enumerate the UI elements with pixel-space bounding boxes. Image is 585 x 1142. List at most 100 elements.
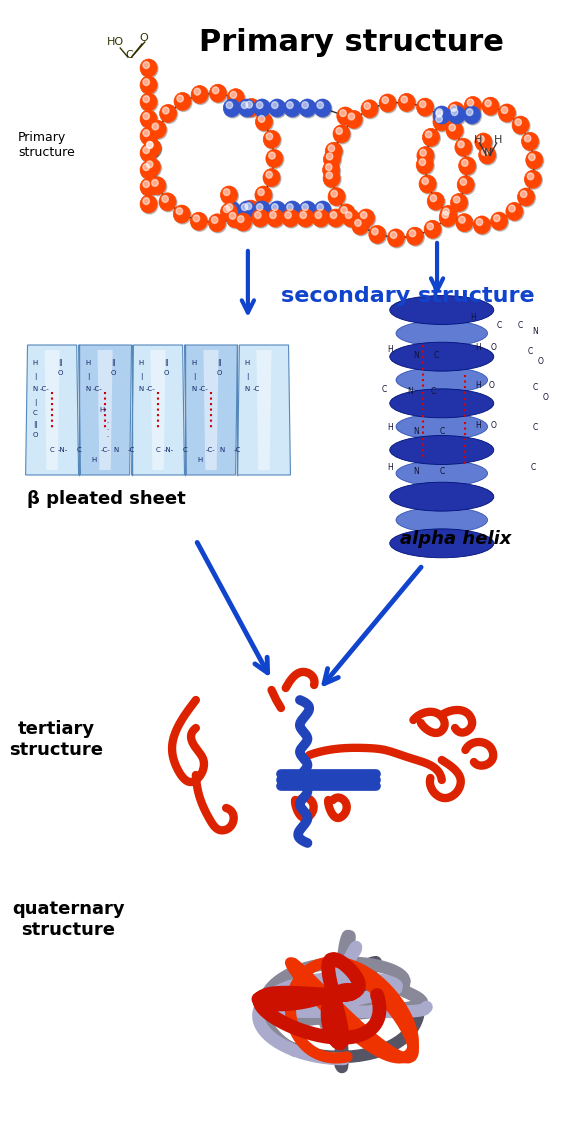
Circle shape: [140, 127, 157, 145]
Circle shape: [427, 223, 433, 230]
Circle shape: [518, 188, 535, 207]
Circle shape: [463, 106, 480, 124]
Circle shape: [243, 98, 260, 116]
Circle shape: [264, 170, 281, 187]
Circle shape: [430, 195, 436, 202]
Circle shape: [141, 162, 158, 180]
Text: ‖: ‖: [33, 421, 37, 428]
Circle shape: [450, 105, 457, 112]
Text: alpha helix: alpha helix: [400, 530, 512, 548]
Text: O: O: [543, 394, 549, 402]
Circle shape: [227, 89, 245, 106]
Circle shape: [456, 139, 473, 158]
Circle shape: [263, 130, 280, 148]
Circle shape: [317, 203, 324, 210]
Circle shape: [230, 91, 236, 98]
Circle shape: [434, 114, 451, 131]
Circle shape: [141, 61, 158, 78]
Circle shape: [441, 207, 458, 224]
Text: H: H: [245, 360, 250, 365]
Circle shape: [140, 93, 157, 111]
Circle shape: [322, 161, 340, 179]
Circle shape: [211, 217, 218, 224]
Circle shape: [239, 99, 256, 116]
Text: C: C: [528, 347, 533, 356]
Circle shape: [270, 202, 287, 220]
Circle shape: [141, 145, 158, 163]
Circle shape: [452, 194, 469, 212]
Text: quaternary
structure: quaternary structure: [12, 900, 125, 939]
Circle shape: [144, 139, 161, 156]
Circle shape: [256, 114, 273, 131]
Circle shape: [268, 210, 285, 228]
Circle shape: [475, 132, 492, 151]
Circle shape: [254, 100, 271, 118]
Circle shape: [417, 98, 433, 116]
Text: -C-: -C-: [206, 447, 216, 453]
Circle shape: [243, 201, 260, 219]
Text: H: H: [100, 407, 105, 413]
Circle shape: [346, 112, 363, 129]
Ellipse shape: [390, 435, 494, 465]
Circle shape: [285, 100, 302, 118]
Text: O: O: [111, 370, 116, 376]
Circle shape: [398, 94, 415, 112]
Text: H: H: [139, 360, 144, 365]
Circle shape: [163, 107, 169, 114]
Circle shape: [440, 210, 457, 227]
Circle shape: [140, 77, 157, 94]
Text: H: H: [494, 135, 503, 145]
Circle shape: [144, 139, 161, 158]
Circle shape: [364, 103, 370, 110]
Circle shape: [223, 99, 240, 116]
Text: H: H: [191, 360, 197, 365]
Polygon shape: [132, 345, 184, 475]
Ellipse shape: [390, 343, 494, 371]
Circle shape: [369, 225, 386, 243]
Text: ‖: ‖: [164, 360, 168, 367]
Circle shape: [343, 210, 360, 228]
Circle shape: [150, 121, 167, 139]
Text: C: C: [50, 447, 54, 453]
Circle shape: [259, 115, 265, 122]
Text: C: C: [382, 386, 387, 394]
Polygon shape: [98, 349, 113, 471]
Circle shape: [328, 145, 335, 152]
Circle shape: [140, 161, 157, 179]
Circle shape: [287, 102, 293, 108]
Text: secondary structure: secondary structure: [281, 286, 535, 306]
Ellipse shape: [390, 389, 494, 418]
Circle shape: [371, 228, 378, 235]
Circle shape: [446, 121, 463, 139]
Circle shape: [242, 102, 248, 108]
Circle shape: [246, 102, 252, 108]
Text: H: H: [387, 424, 393, 433]
Circle shape: [460, 178, 467, 185]
Circle shape: [267, 209, 284, 227]
Circle shape: [483, 98, 500, 116]
Circle shape: [329, 188, 346, 207]
Circle shape: [324, 151, 340, 168]
Circle shape: [314, 99, 331, 116]
Text: N: N: [219, 447, 224, 453]
Circle shape: [476, 218, 483, 225]
Circle shape: [253, 201, 271, 219]
Circle shape: [443, 208, 449, 215]
Circle shape: [324, 162, 340, 180]
Circle shape: [239, 202, 256, 220]
Circle shape: [177, 95, 184, 102]
Circle shape: [480, 147, 497, 164]
Text: O: O: [491, 344, 497, 353]
Text: N: N: [484, 148, 493, 158]
Circle shape: [143, 163, 149, 170]
Text: C: C: [533, 424, 538, 433]
Circle shape: [522, 134, 539, 152]
Circle shape: [245, 203, 252, 210]
Circle shape: [457, 140, 464, 147]
Circle shape: [451, 108, 457, 115]
Text: N: N: [85, 386, 91, 392]
Circle shape: [194, 88, 201, 95]
Text: -N-: -N-: [57, 447, 68, 453]
Circle shape: [312, 209, 329, 227]
Circle shape: [140, 59, 157, 77]
